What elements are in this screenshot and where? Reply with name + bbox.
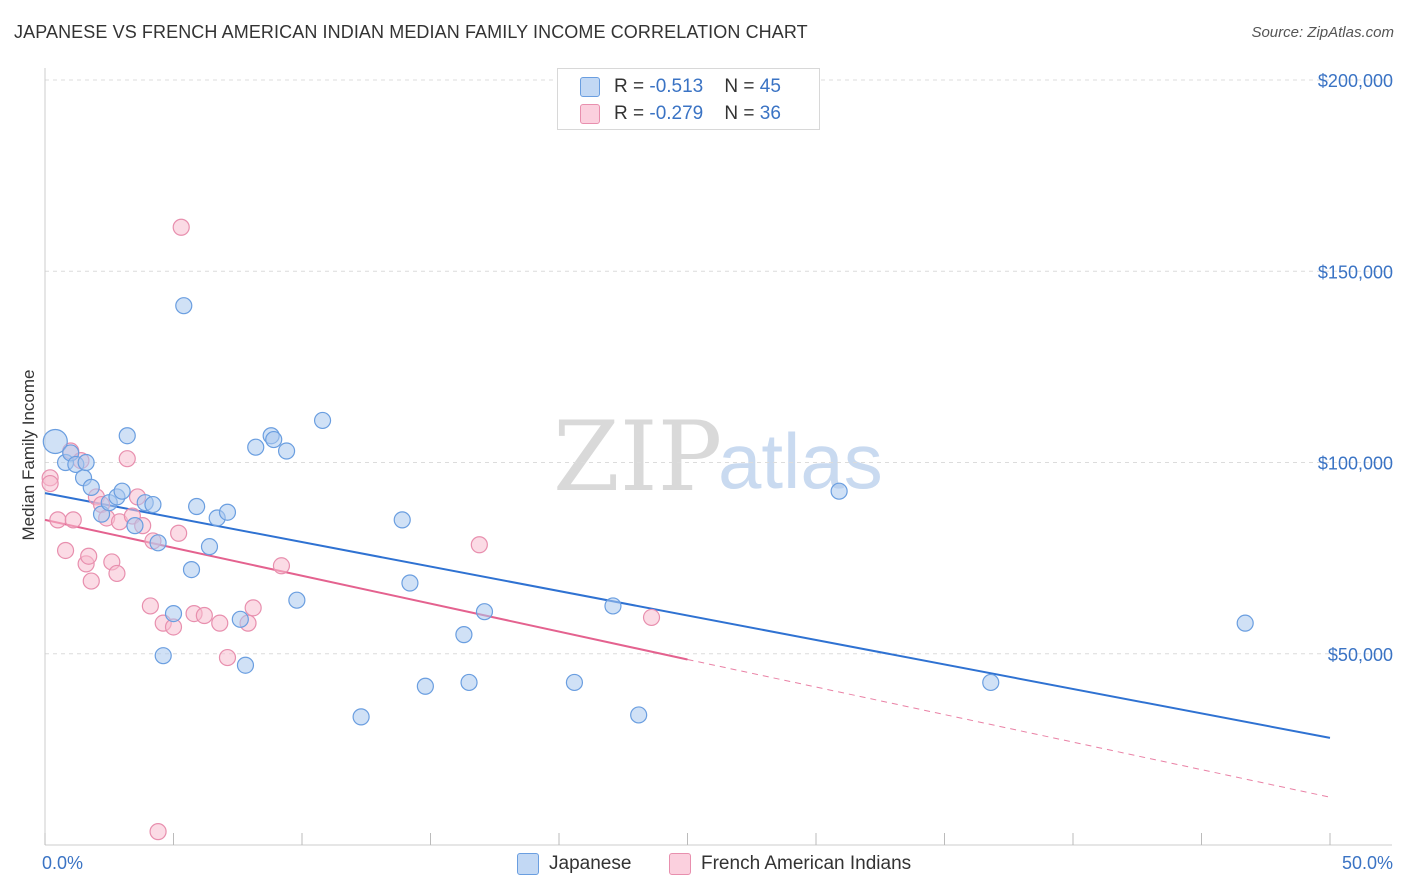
french-trend-line (44, 518, 688, 661)
japanese-legend-label: Japanese (549, 853, 632, 874)
japanese-point-10 (113, 482, 131, 500)
french-point-8 (80, 547, 98, 565)
axes (44, 68, 1392, 846)
japanese-swatch (580, 77, 600, 97)
n-value: 45 (759, 76, 781, 97)
japanese-point-37 (460, 673, 478, 692)
y-tick-label-1: $100,000 (1318, 454, 1393, 474)
japanese-point-0 (42, 428, 68, 455)
r-value: -0.513 (649, 76, 704, 97)
japanese-point-19 (182, 560, 201, 579)
french-point-20 (141, 597, 159, 615)
n-value: 36 (759, 103, 781, 124)
french-point-14 (108, 564, 126, 583)
french-point-33 (272, 557, 291, 575)
watermark-atlas: atlas (718, 417, 883, 505)
japanese-point-33 (393, 511, 411, 529)
trend-lines (44, 492, 1331, 798)
french-point-3 (56, 541, 75, 560)
french-point-28 (195, 606, 213, 625)
source-label: Source: ZipAtlas.com (1251, 24, 1394, 41)
japanese-trend-line (44, 492, 1331, 739)
japanese-point-41 (630, 706, 648, 724)
tick-labels: $50,000 $100,000 $150,000 $200,000 0.0% 50.0% (42, 71, 1393, 873)
japanese-point-17 (164, 604, 183, 623)
french-point-9 (82, 572, 100, 590)
r-label: R = (614, 103, 650, 124)
x-tick-label-0: 0.0% (42, 853, 83, 873)
japanese-point-39 (565, 673, 584, 692)
japanese-point-21 (200, 538, 219, 556)
r-label: R = (614, 76, 650, 97)
correlation-legend: R = -0.513 N = 45 R = -0.279 N = 36 (557, 68, 820, 130)
japanese-point-29 (277, 442, 296, 460)
japanese-point-26 (247, 438, 265, 456)
french-point-35 (642, 608, 661, 627)
japanese-point-23 (218, 503, 237, 521)
y-tick-label-0: $50,000 (1328, 645, 1393, 665)
japanese-point-31 (313, 411, 332, 430)
french-trend-extension (687, 658, 1331, 798)
data-points (41, 218, 1254, 841)
french-point-25 (170, 524, 188, 542)
japanese-point-20 (188, 497, 206, 516)
french-point-16 (118, 450, 136, 468)
japanese-point-40 (604, 597, 622, 615)
french-point-5 (64, 511, 82, 529)
japanese-point-12 (126, 517, 144, 535)
japanese-point-34 (401, 574, 419, 592)
japanese-point-5 (77, 453, 95, 472)
japanese-point-14 (144, 495, 162, 514)
french-legend-label: French American Indians (701, 853, 912, 874)
japanese-point-25 (236, 656, 255, 674)
french-point-29 (211, 614, 229, 632)
n-label: N = (724, 103, 760, 124)
japanese-point-28 (265, 430, 283, 449)
watermark-zip: ZIP (553, 401, 722, 513)
japanese-point-42 (830, 482, 848, 500)
japanese-point-32 (352, 708, 370, 726)
french-point-30 (218, 648, 237, 667)
japanese-point-30 (288, 591, 306, 609)
french-point-2 (49, 511, 67, 529)
french-point-26 (172, 218, 190, 236)
japanese-point-38 (475, 603, 494, 621)
japanese-point-6 (82, 478, 100, 496)
grid-lines (45, 79, 1392, 655)
japanese-point-15 (149, 534, 167, 552)
japanese-point-24 (231, 610, 249, 628)
french-legend-swatch (669, 853, 691, 875)
french-point-34 (470, 536, 488, 554)
french-point-1 (41, 474, 59, 493)
r-value: -0.279 (649, 103, 704, 124)
chart-title: JAPANESE VS FRENCH AMERICAN INDIAN MEDIA… (14, 22, 808, 42)
japanese-point-35 (416, 677, 434, 695)
watermark: ZIP atlas (553, 401, 883, 513)
n-label: N = (724, 76, 760, 97)
japanese-point-18 (175, 297, 193, 315)
japanese-point-36 (455, 626, 473, 644)
french-swatch (580, 104, 600, 124)
x-tick-label-1: 50.0% (1342, 853, 1393, 873)
y-tick-label-3: $200,000 (1318, 71, 1393, 91)
legend-japanese-stats: R = -0.513 N = 45 (614, 76, 781, 98)
japanese-point-44 (1236, 614, 1254, 632)
japanese-point-43 (982, 673, 1000, 692)
french-point-32 (244, 599, 262, 617)
japanese-point-16 (154, 647, 172, 665)
y-axis-label: Median Family Income (19, 369, 38, 540)
japanese-legend-swatch (517, 853, 539, 875)
legend-french-stats: R = -0.279 N = 36 (614, 103, 781, 125)
japanese-point-11 (118, 427, 136, 445)
french-point-22 (149, 823, 167, 841)
y-tick-label-2: $150,000 (1318, 262, 1393, 282)
